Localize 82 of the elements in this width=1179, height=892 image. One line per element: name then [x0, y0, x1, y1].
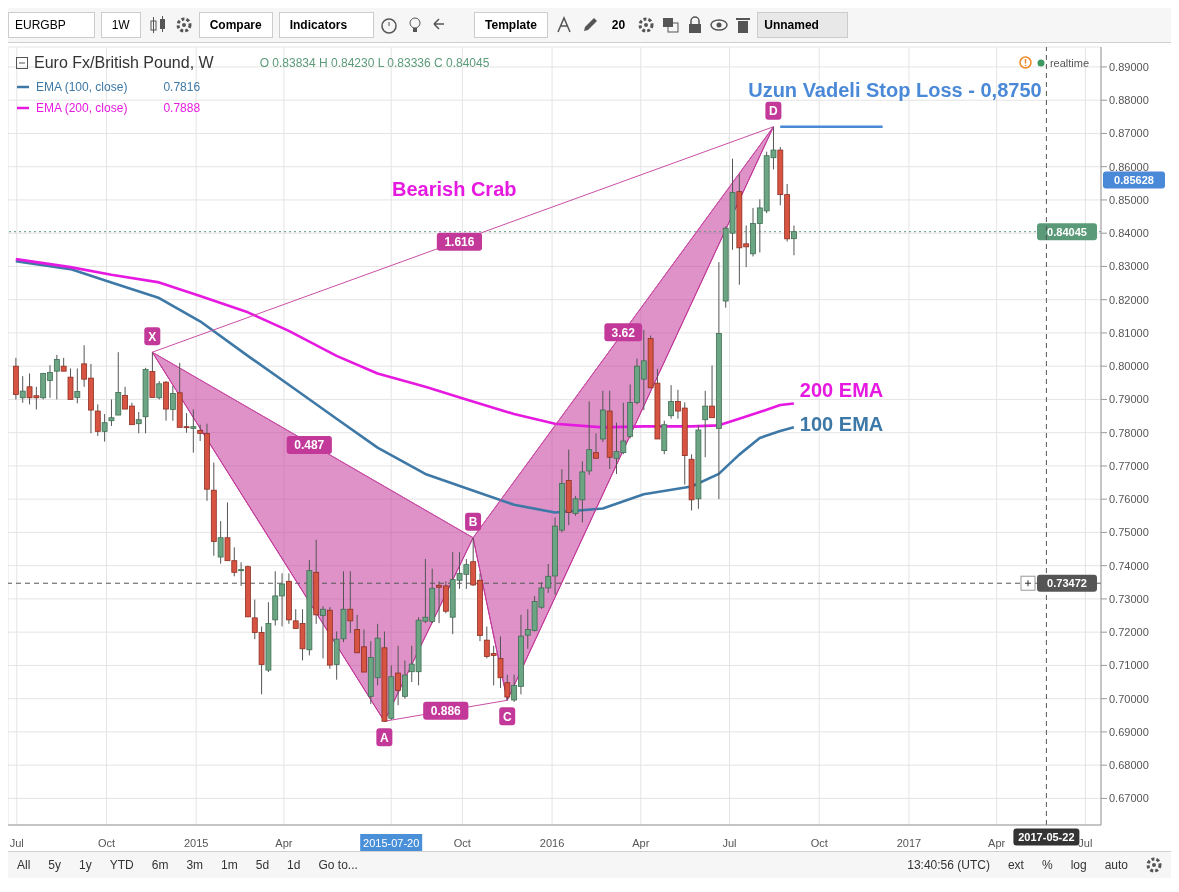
- y-tick-label: 0.85000: [1109, 193, 1149, 206]
- x-tick-label: 2016: [539, 837, 565, 849]
- y-tick-label: 0.79000: [1109, 393, 1149, 406]
- y-tick-label: 0.86000: [1109, 160, 1149, 173]
- text: %: [1040, 858, 1054, 872]
- ref-line-label: 0.84045: [1047, 225, 1087, 238]
- annotation: 0.886: [430, 703, 462, 718]
- y-tick-label: 0.82000: [1109, 293, 1149, 306]
- y-tick-label: 0.73000: [1109, 592, 1149, 605]
- text: 1d: [286, 858, 302, 872]
- annotation: B: [468, 515, 478, 530]
- x-tick-label: 2015-07-20: [363, 837, 420, 849]
- text: 6m: [150, 858, 170, 872]
- x-tick-label: Jul: [1078, 837, 1093, 849]
- x-tick-label: 2015: [183, 837, 209, 849]
- x-tick-label: Jul: [9, 837, 24, 849]
- text: Unnamed: [757, 12, 848, 38]
- text: 20: [610, 17, 627, 34]
- text: Go to...: [317, 858, 359, 872]
- text: YTD: [108, 858, 135, 872]
- text: 5d: [254, 858, 271, 872]
- text: 1m: [220, 858, 239, 872]
- text: 13:40:56 (UTC): [906, 858, 991, 872]
- annotation: A: [380, 730, 390, 745]
- y-tick-label: 0.80000: [1109, 360, 1149, 373]
- y-tick-label: 0.71000: [1109, 659, 1149, 672]
- y-tick-label: 0.69000: [1109, 725, 1149, 738]
- x-tick-label: Oct: [97, 837, 116, 849]
- y-tick-label: 0.83000: [1109, 260, 1149, 273]
- text: ext: [1006, 858, 1025, 872]
- annotation: Bearish Crab: [392, 178, 517, 200]
- x-tick-label: Apr: [275, 837, 293, 849]
- y-tick-label: 0.87000: [1109, 127, 1149, 140]
- annotation: 200 EMA: [799, 379, 884, 402]
- y-tick-label: 0.81000: [1109, 326, 1149, 339]
- y-tick-label: 0.77000: [1109, 459, 1149, 472]
- y-tick-label: 0.75000: [1109, 526, 1149, 539]
- annotation: C: [502, 709, 512, 724]
- text: 0.85628: [1114, 174, 1154, 187]
- annotation: 0.487: [294, 438, 325, 453]
- x-tick-label: 2017: [896, 837, 922, 849]
- x-tick-label: Jul: [722, 837, 737, 849]
- ref-line-label: 0.73472: [1047, 577, 1087, 590]
- annotation: realtime: [1049, 56, 1089, 69]
- text: log: [1069, 858, 1088, 872]
- y-tick-label: 0.72000: [1109, 626, 1149, 639]
- annotation: X: [148, 329, 157, 344]
- text: Template: [474, 12, 548, 38]
- annotation: D: [769, 104, 779, 119]
- text: Indicators: [278, 12, 375, 38]
- y-tick-label: 0.89000: [1109, 60, 1149, 73]
- x-tick-label: Apr: [632, 837, 650, 849]
- y-tick-label: 0.74000: [1109, 559, 1149, 572]
- legend-label: EMA (200, close): [36, 100, 128, 115]
- text: Compare: [198, 12, 273, 38]
- text: All: [16, 858, 32, 872]
- text: 1y: [78, 858, 93, 872]
- y-tick-label: 0.67000: [1109, 792, 1149, 805]
- y-tick-label: 0.70000: [1109, 692, 1149, 705]
- ref-line-label: 2017-05-22: [1018, 830, 1075, 843]
- y-tick-label: 0.88000: [1109, 94, 1149, 107]
- y-tick-label: 0.76000: [1109, 493, 1149, 506]
- y-tick-label: 0.68000: [1109, 759, 1149, 772]
- text: 1W: [100, 12, 141, 38]
- annotation: 1.616: [444, 235, 475, 250]
- x-tick-label: Oct: [810, 837, 828, 849]
- chart-title: Euro Fx/British Pound, W: [34, 54, 214, 72]
- text: auto: [1103, 858, 1129, 872]
- text: EURGBP: [8, 12, 95, 38]
- annotation: Uzun Vadeli Stop Loss - 0,8750: [748, 78, 1042, 101]
- text: 3m: [185, 858, 205, 872]
- x-tick-label: Apr: [988, 837, 1006, 849]
- annotation: 3.62: [611, 325, 636, 340]
- annotation: 0.7816: [163, 79, 201, 94]
- annotation: 0.7888: [163, 100, 201, 115]
- text: 5y: [47, 858, 63, 872]
- annotation: 100 EMA: [799, 413, 884, 436]
- y-tick-label: 0.84000: [1109, 227, 1149, 240]
- x-tick-label: Oct: [453, 837, 471, 849]
- legend-label: EMA (100, close): [36, 79, 128, 94]
- text: O 0.83834 H 0.84230 L 0.83336 C 0.84045: [259, 56, 490, 70]
- y-tick-label: 0.78000: [1109, 426, 1149, 439]
